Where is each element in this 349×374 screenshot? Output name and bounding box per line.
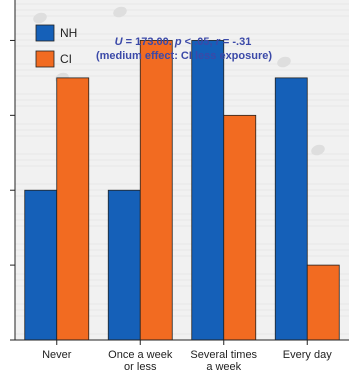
x-tick-label-0: Never	[42, 349, 72, 361]
legend: NH CI	[35, 24, 77, 68]
x-tick-labels: Never Once a week or less Several times a we…	[42, 349, 332, 373]
bar-ci-1	[139, 40, 173, 341]
axes-group	[10, 0, 349, 345]
bars-group	[24, 40, 340, 341]
legend-swatch-nh	[35, 24, 55, 42]
bar-nh-3	[274, 77, 308, 341]
x-tick-label-2: Several times a week	[190, 349, 257, 373]
bar-ci-0	[56, 77, 90, 341]
legend-label-ci: CI	[60, 52, 72, 66]
x-tick-label-1: Once a week or less	[108, 349, 173, 373]
bar-nh-1	[107, 189, 141, 341]
annotation-line-2: (medium effect: CI less exposure)	[96, 50, 272, 62]
bar-ci-3	[306, 264, 340, 341]
stat-annotation: U = 173.00. p < .05, r = -.31 (medium ef…	[96, 36, 272, 62]
x-tick-label-3: Every day	[283, 349, 332, 361]
legend-label-nh: NH	[60, 26, 77, 40]
legend-swatch-ci	[35, 50, 55, 68]
bar-nh-2	[191, 40, 225, 341]
bar-ci-2	[223, 114, 257, 341]
annotation-line-1: U = 173.00. p < .05, r = -.31	[115, 36, 252, 48]
bar-nh-0	[24, 189, 58, 341]
